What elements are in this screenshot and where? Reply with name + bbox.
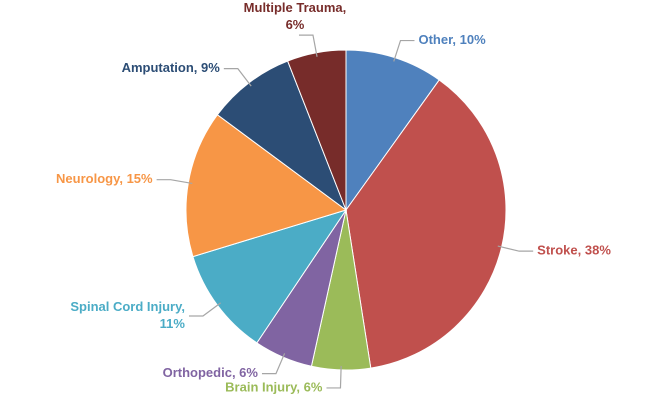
leader-line — [188, 302, 222, 317]
data-label: Brain Injury, 6% — [225, 379, 323, 394]
data-label-line: Spinal Cord Injury, — [70, 299, 185, 314]
data-label-line: 6% — [286, 18, 305, 33]
leader-line — [393, 39, 415, 62]
data-label-line: Multiple Trauma, — [244, 1, 347, 16]
data-label: Amputation, 9% — [122, 60, 221, 75]
data-label: Orthopedic, 6% — [163, 365, 259, 380]
data-label: Stroke, 38% — [537, 243, 611, 258]
leader-line — [261, 353, 286, 375]
leader-line — [326, 365, 342, 389]
data-label: Other, 10% — [418, 32, 486, 47]
leader-line — [497, 245, 534, 252]
data-label: Multiple Trauma, 6% — [244, 1, 347, 33]
leader-line — [156, 179, 193, 185]
data-label: Spinal Cord Injury, 11% — [70, 299, 185, 331]
data-label: Neurology, 15% — [56, 171, 153, 186]
data-label-line: 11% — [160, 316, 186, 331]
leader-line — [298, 34, 318, 57]
leader-line — [223, 68, 252, 87]
